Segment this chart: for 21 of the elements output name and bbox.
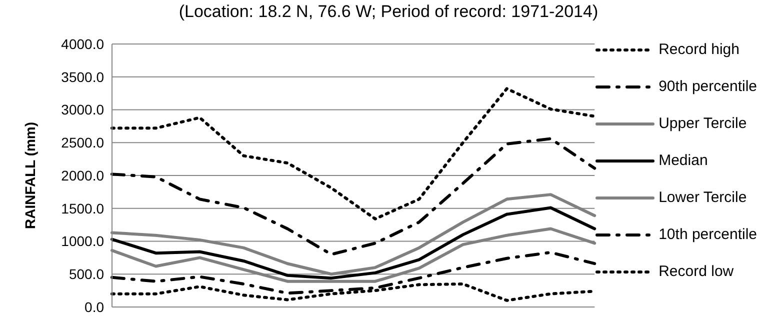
line-series — [110, 137, 596, 256]
line-series — [110, 87, 596, 220]
y-tick-label: 1000.0 — [61, 233, 104, 250]
y-tick-label: 2000.0 — [61, 167, 104, 184]
y-tick-label: 500.0 — [68, 266, 104, 282]
chart-title: (Location: 18.2 N, 76.6 W; Period of record: 1971-2014) — [178, 2, 600, 22]
line-series — [110, 206, 596, 280]
legend-label: Lower Tercile — [658, 189, 747, 206]
legend-label: 10th percentile — [658, 226, 757, 243]
y-tick-label: 1500.0 — [61, 200, 104, 216]
y-tick-label: 0.0 — [84, 298, 104, 315]
legend-label: Record high — [658, 41, 740, 58]
legend-label: Median — [658, 152, 708, 169]
legend-label: Upper Tercile — [658, 115, 747, 132]
y-axis-title: RAINFALL (mm) — [22, 122, 38, 230]
y-tick-label: 3500.0 — [61, 68, 104, 85]
legend-label: 90th percentile — [658, 78, 757, 95]
y-tick-label: 2500.0 — [61, 134, 104, 151]
y-tick-label: 4000.0 — [61, 36, 104, 52]
y-tick-label: 3000.0 — [61, 102, 104, 118]
legend-label: Record low — [658, 263, 734, 280]
